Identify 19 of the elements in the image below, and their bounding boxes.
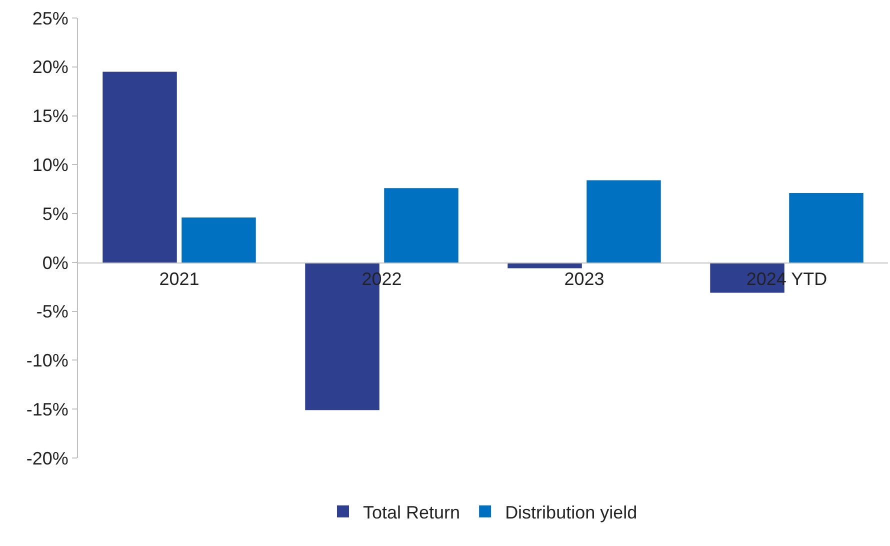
legend-label: Distribution yield	[505, 502, 638, 522]
bar	[182, 217, 256, 262]
y-tick-label: -15%	[26, 399, 68, 420]
bar	[102, 72, 177, 262]
bar	[789, 193, 864, 262]
y-tick-label: -10%	[26, 350, 68, 371]
bar	[384, 188, 458, 262]
legend-label: Total Return	[363, 502, 460, 522]
y-tick-label: 25%	[32, 8, 68, 28]
y-tick-label: 20%	[32, 57, 68, 78]
y-tick-label: -20%	[26, 448, 68, 468]
bar	[586, 180, 661, 262]
y-tick-label: 5%	[42, 204, 68, 224]
y-tick-label: 15%	[32, 106, 68, 126]
y-tick-label: 0%	[42, 252, 68, 273]
y-tick-label: 10%	[32, 154, 68, 175]
y-tick-label: -5%	[36, 302, 68, 322]
x-tick-label: 2023	[564, 269, 604, 290]
x-tick-label: 2021	[159, 269, 200, 290]
